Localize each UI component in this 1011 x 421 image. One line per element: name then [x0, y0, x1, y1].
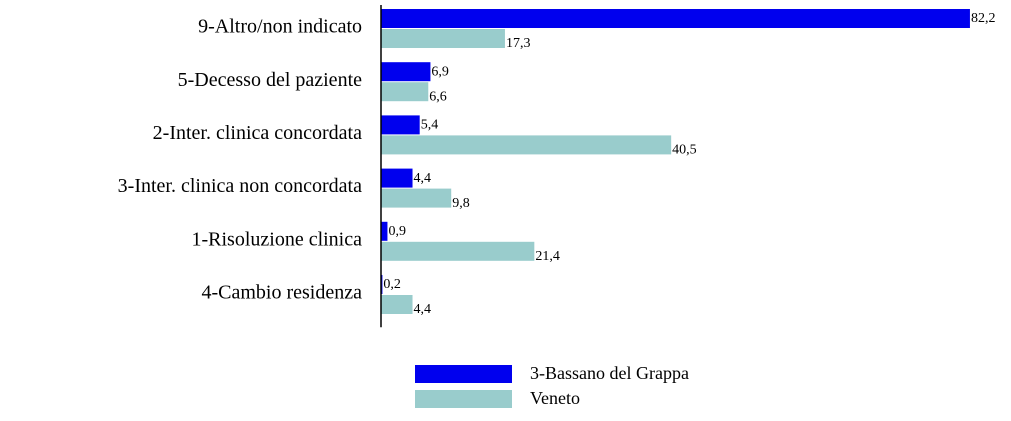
value-label: 4,4: [414, 302, 432, 317]
value-label: 6,9: [431, 64, 449, 79]
value-label: 6,6: [429, 89, 447, 104]
category-label: 9-Altro/non indicato: [198, 16, 362, 38]
value-label: 40,5: [672, 143, 697, 158]
bar: [381, 188, 452, 208]
category-label: 4-Cambio residenza: [202, 282, 363, 304]
bar: [381, 241, 535, 261]
bar: [381, 29, 505, 48]
bar: [381, 62, 431, 82]
value-label: 0,9: [388, 224, 406, 239]
value-label: 9,8: [452, 196, 470, 211]
legend-swatch: [415, 365, 512, 383]
legend-label: Veneto: [530, 388, 580, 408]
value-label: 0,2: [383, 277, 401, 292]
legend-label: 3-Bassano del Grappa: [530, 363, 689, 383]
bar: [381, 221, 388, 241]
value-label: 5,4: [421, 118, 439, 133]
bar: [381, 168, 413, 188]
value-label: 4,4: [414, 171, 432, 186]
bar: [381, 82, 429, 102]
bar: [381, 295, 413, 314]
bar: [381, 135, 672, 155]
bar: [381, 115, 420, 135]
value-label: 17,3: [506, 36, 531, 51]
category-label: 2-Inter. clinica concordata: [153, 122, 362, 144]
bar: [381, 9, 970, 28]
category-label: 3-Inter. clinica non concordata: [118, 175, 362, 197]
category-label: 1-Risoluzione clinica: [191, 228, 362, 250]
legend-swatch: [415, 390, 512, 408]
category-label: 5-Decesso del paziente: [178, 69, 362, 91]
value-label: 82,2: [971, 11, 996, 26]
value-label: 21,4: [535, 249, 560, 264]
